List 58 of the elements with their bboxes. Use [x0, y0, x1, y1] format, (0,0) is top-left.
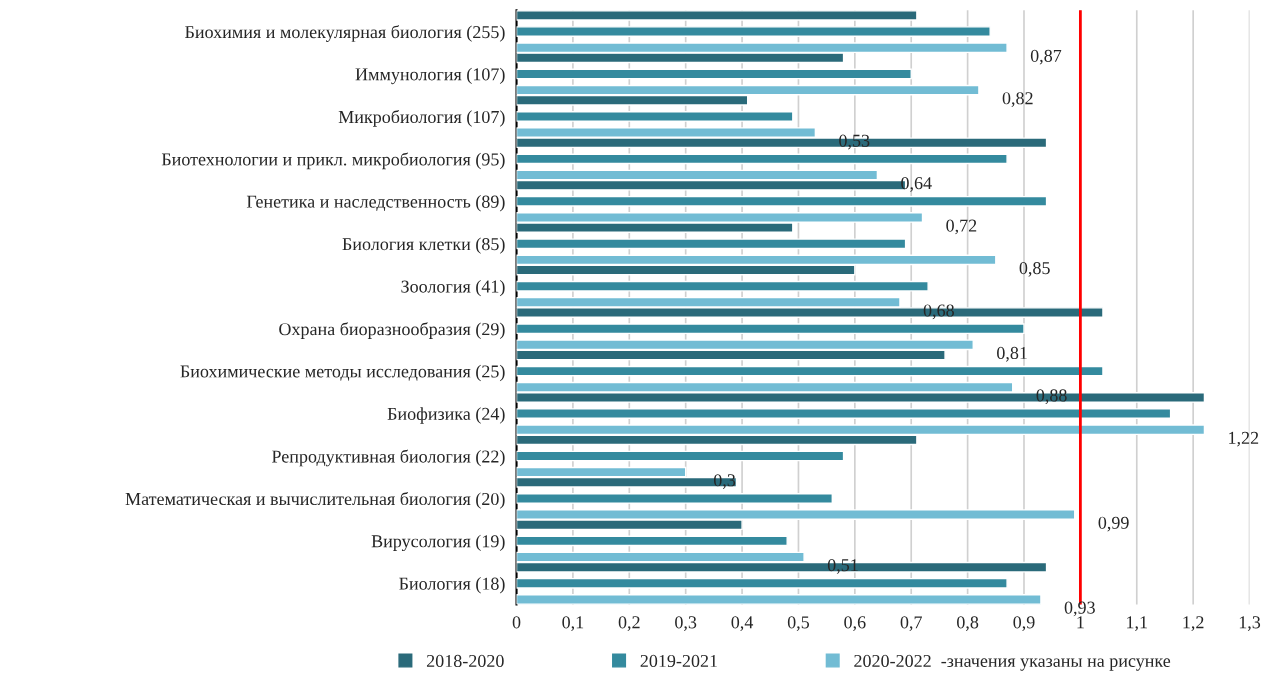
y-tick-label: Иммунология (107) [355, 67, 505, 85]
y-tick-label: Биотехнологии и прикл. микробиология (95) [161, 152, 505, 170]
bar [516, 450, 845, 462]
bar [516, 594, 1042, 605]
legend-label: 2018-2020 [426, 654, 504, 668]
x-tick-label: 0,5 [787, 616, 810, 631]
x-tick-label: 0,1 [562, 616, 584, 631]
x-tick-label: 0,4 [731, 616, 754, 631]
x-tick-label: 0,6 [844, 616, 866, 631]
y-tick-label: Вирусология (19) [371, 534, 505, 552]
bar [516, 26, 991, 37]
x-tick-label: 1,2 [1183, 616, 1204, 631]
bar [516, 280, 929, 292]
data-label: 0,87 [1030, 49, 1062, 65]
legend-label: 2019-2021 [640, 654, 717, 668]
y-tick-label: Микробиология (107) [338, 109, 505, 127]
bar [516, 365, 1104, 377]
x-tick-label: 0,9 [1013, 616, 1035, 631]
x-tick-label: 0,8 [957, 616, 979, 631]
x-tick-label: 0,2 [618, 616, 640, 631]
data-label: 0,99 [1098, 516, 1129, 532]
y-tick-label: Математическая и вычислительная биология (20) [125, 491, 505, 509]
x-tick-label: 0,7 [900, 616, 922, 631]
data-label: 0,85 [1019, 261, 1050, 277]
y-tick-label: Охрана биоразнообразия (29) [279, 322, 505, 339]
bar [516, 153, 1008, 165]
y-tick-label: Биохимические методы исследования (25) [180, 364, 505, 382]
data-label: 0,3 [713, 474, 736, 489]
bar [516, 111, 794, 122]
data-label: 0,82 [1002, 92, 1033, 107]
bar [516, 195, 1048, 207]
bar [516, 493, 833, 504]
bar [516, 535, 788, 547]
y-tick-label: Биохимия и молекулярная биология (255) [185, 25, 505, 42]
x-tick-label: 1,1 [1127, 616, 1147, 631]
x-tick-label: 0,3 [675, 616, 697, 631]
data-label: 0,53 [839, 134, 870, 150]
data-label: 0,72 [946, 219, 977, 235]
y-tick-label: Генетика и наследственность (89) [246, 195, 505, 212]
y-tick-label: Биология (18) [399, 577, 505, 594]
x-tick-label: 1,3 [1239, 616, 1261, 631]
y-tick-label: Биология клетки (85) [342, 237, 505, 254]
bar [516, 238, 907, 250]
bar [516, 68, 912, 80]
y-tick-label: Репродуктивная биология (22) [271, 449, 505, 467]
data-label: 0,81 [997, 346, 1027, 362]
bar [516, 323, 1025, 335]
x-tick-label: 1 [1077, 616, 1084, 629]
data-label: 0,51 [827, 559, 858, 574]
bar [516, 10, 918, 21]
bar [516, 408, 1172, 419]
data-label: 0,93 [1064, 601, 1095, 617]
data-label: 1,22 [1229, 431, 1259, 447]
legend-label: 2020-2022 -значения указаны на рисунке [854, 654, 1171, 671]
y-tick-label: Биофизика (24) [387, 407, 505, 424]
y-tick-label: Зоология (41) [401, 279, 505, 297]
bar [516, 577, 1008, 589]
x-tick-label: 0 [512, 616, 521, 629]
